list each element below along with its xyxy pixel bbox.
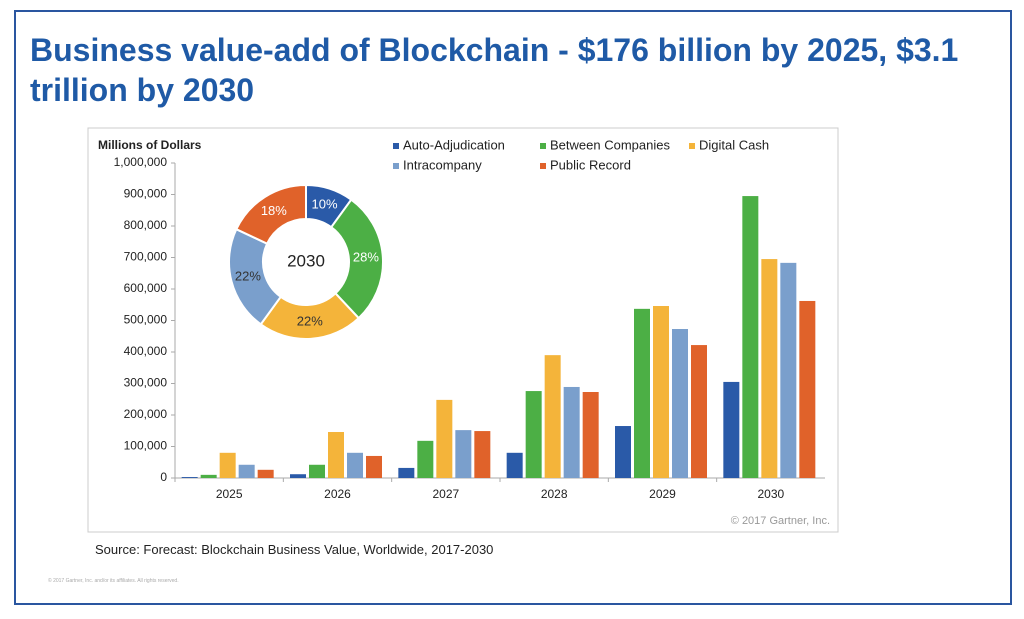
y-tick-label: 800,000 <box>124 218 168 232</box>
bar <box>761 259 778 478</box>
center-label: 2030 <box>287 251 325 270</box>
pie-slice <box>329 198 384 320</box>
bar <box>525 391 542 478</box>
bar <box>615 426 631 478</box>
legend-swatch <box>540 163 546 169</box>
x-tick-label: 2030 <box>757 487 784 501</box>
bar <box>328 432 344 478</box>
bar <box>474 431 491 478</box>
data-label: 22% <box>297 313 323 328</box>
y-tick-label: 300,000 <box>124 376 168 390</box>
bar <box>582 392 599 478</box>
bar <box>398 467 415 478</box>
legend-label: Between Companies <box>550 137 670 152</box>
legend-swatch <box>689 143 695 149</box>
bar <box>417 440 434 478</box>
legend-swatch <box>393 143 399 149</box>
legend-label: Auto-Adjudication <box>403 137 505 152</box>
y-tick-label: 1,000,000 <box>114 155 168 169</box>
x-tick-label: 2029 <box>649 487 676 501</box>
data-label: 18% <box>261 203 287 218</box>
bar <box>309 464 325 478</box>
y-tick-label: 200,000 <box>124 407 168 421</box>
bar <box>455 430 472 478</box>
bar <box>347 452 363 478</box>
bar <box>366 455 382 478</box>
bar <box>506 452 523 478</box>
data-label: 28% <box>353 250 379 265</box>
x-tick-label: 2026 <box>324 487 351 501</box>
bar <box>544 355 561 478</box>
y-tick-label: 700,000 <box>124 250 168 264</box>
bar <box>290 474 306 478</box>
data-label: 10% <box>312 196 338 211</box>
bar <box>257 469 274 478</box>
slide-frame <box>14 10 1012 605</box>
bar <box>742 196 759 478</box>
copyright: © 2017 Gartner, Inc. <box>731 515 830 527</box>
y-tick-label: 100,000 <box>124 439 168 453</box>
y-tick-label: 500,000 <box>124 313 168 327</box>
axis-unit: Millions of Dollars <box>98 138 202 152</box>
y-tick-label: 400,000 <box>124 344 168 358</box>
bar <box>672 329 688 478</box>
bar <box>691 345 707 478</box>
bar <box>219 452 236 478</box>
footer: © 2017 Gartner, Inc. and/or its affiliat… <box>48 578 179 584</box>
y-tick-label: 600,000 <box>124 281 168 295</box>
legend-label: Intracompany <box>403 157 482 172</box>
chart-border <box>87 127 839 533</box>
bar <box>200 474 217 478</box>
legend-label: Digital Cash <box>699 137 769 152</box>
bar <box>563 386 580 478</box>
y-tick-label: 0 <box>160 470 167 484</box>
bar <box>799 300 816 478</box>
legend-swatch <box>393 163 399 169</box>
pie-slice <box>234 183 307 246</box>
bar <box>436 399 453 478</box>
slide-title: Business value-add of Blockchain - $176 … <box>30 32 959 108</box>
legend-label: Public Record <box>550 157 631 172</box>
bar <box>634 308 650 478</box>
bar <box>780 262 797 478</box>
bar <box>653 306 669 478</box>
y-tick-label: 900,000 <box>124 187 168 201</box>
source: Source: Forecast: Blockchain Business Va… <box>95 542 494 557</box>
data-label: 22% <box>235 268 261 283</box>
bar <box>238 464 255 478</box>
legend-swatch <box>540 143 546 149</box>
bar <box>723 381 740 478</box>
x-tick-label: 2025 <box>216 487 243 501</box>
bar <box>181 477 198 478</box>
x-tick-label: 2027 <box>432 487 459 501</box>
x-tick-label: 2028 <box>541 487 568 501</box>
